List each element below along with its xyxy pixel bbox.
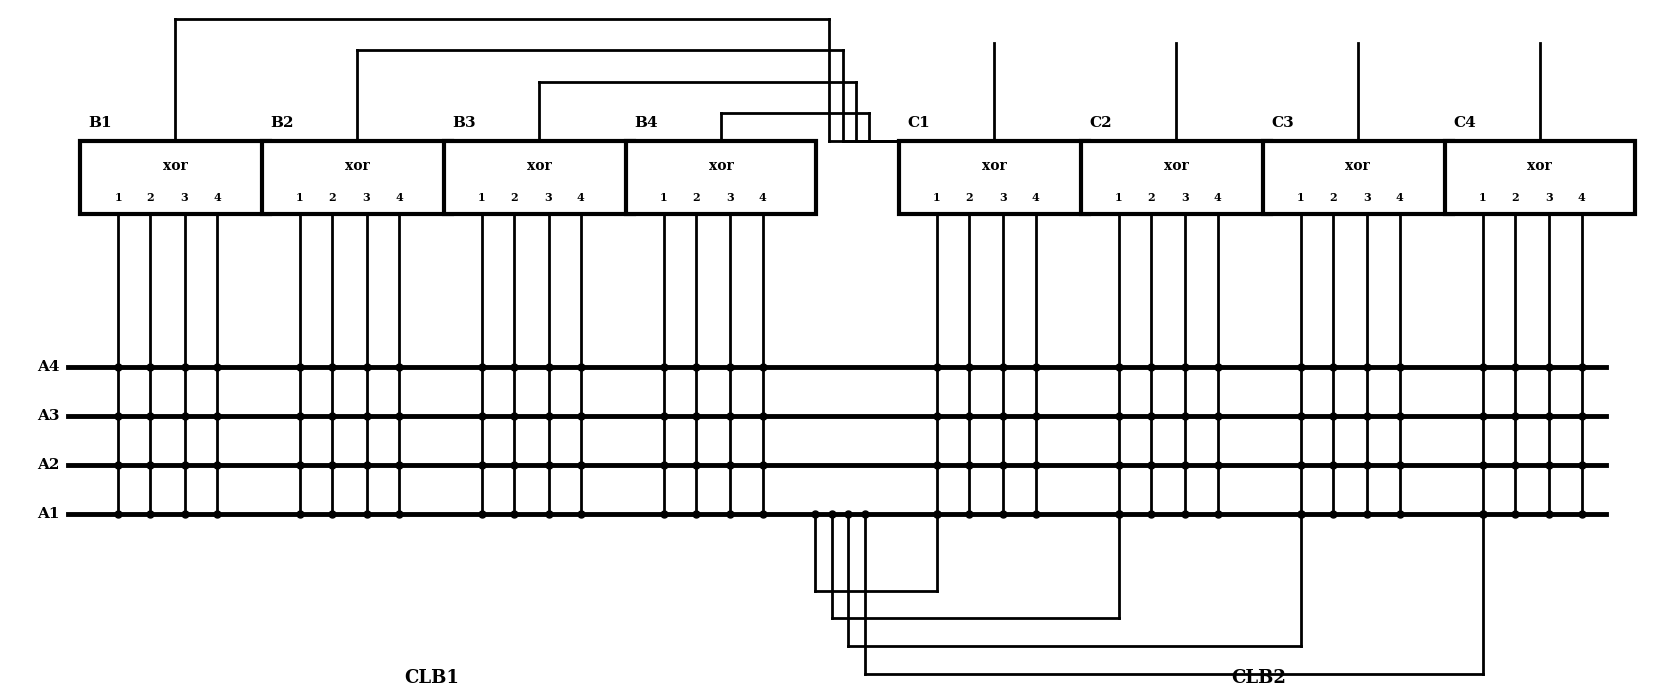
Text: xor: xor [1163,160,1188,174]
Bar [262,141,452,214]
Text: 4: 4 [394,193,403,204]
Text: 3: 3 [1364,193,1372,204]
Text: 3: 3 [727,193,734,204]
Text: 3: 3 [1181,193,1190,204]
Bar [1080,141,1271,214]
Text: 2: 2 [1147,193,1155,204]
Text: 2: 2 [146,193,154,204]
Text: 4: 4 [1577,193,1586,204]
Text: 3: 3 [999,193,1007,204]
Text: C2: C2 [1089,116,1112,130]
Text: C1: C1 [906,116,930,130]
Bar [1263,141,1453,214]
Bar [444,141,635,214]
Text: B2: B2 [270,116,293,130]
Text: 2: 2 [693,193,699,204]
Text: 1: 1 [933,193,941,204]
Text: A4: A4 [36,360,60,374]
Bar [898,141,1089,214]
Text: 1: 1 [479,193,486,204]
Text: 4: 4 [577,193,585,204]
Text: B3: B3 [452,116,476,130]
Text: 2: 2 [966,193,973,204]
Text: 1: 1 [1297,193,1304,204]
Text: A1: A1 [36,507,60,521]
Text: B1: B1 [88,116,113,130]
Text: 4: 4 [214,193,220,204]
Text: CLB2: CLB2 [1231,668,1286,687]
Text: 4: 4 [759,193,767,204]
Text: 1: 1 [297,193,303,204]
Text: 4: 4 [1395,193,1403,204]
Text: 3: 3 [363,193,371,204]
Text: xor: xor [1345,160,1370,174]
Text: 1: 1 [659,193,668,204]
Text: C4: C4 [1453,116,1476,130]
Text: CLB1: CLB1 [404,668,459,687]
Text: 2: 2 [510,193,519,204]
Text: C3: C3 [1271,116,1294,130]
Text: 3: 3 [545,193,552,204]
Text: xor: xor [1528,160,1553,174]
Text: 4: 4 [1032,193,1039,204]
Text: 1: 1 [1480,193,1486,204]
Bar [1445,141,1635,214]
Text: xor: xor [981,160,1006,174]
Text: xor: xor [709,160,734,174]
Bar [626,141,817,214]
Text: xor: xor [345,160,370,174]
Text: xor: xor [527,160,552,174]
Text: 2: 2 [1511,193,1519,204]
Text: 2: 2 [1329,193,1337,204]
Text: A2: A2 [36,458,60,472]
Text: 1: 1 [114,193,123,204]
Text: xor: xor [162,160,187,174]
Bar [80,141,270,214]
Text: A3: A3 [36,410,60,424]
Text: 3: 3 [1546,193,1553,204]
Text: 1: 1 [1115,193,1123,204]
Text: 3: 3 [181,193,189,204]
Text: B4: B4 [635,116,658,130]
Text: 2: 2 [328,193,336,204]
Text: 4: 4 [1215,193,1221,204]
